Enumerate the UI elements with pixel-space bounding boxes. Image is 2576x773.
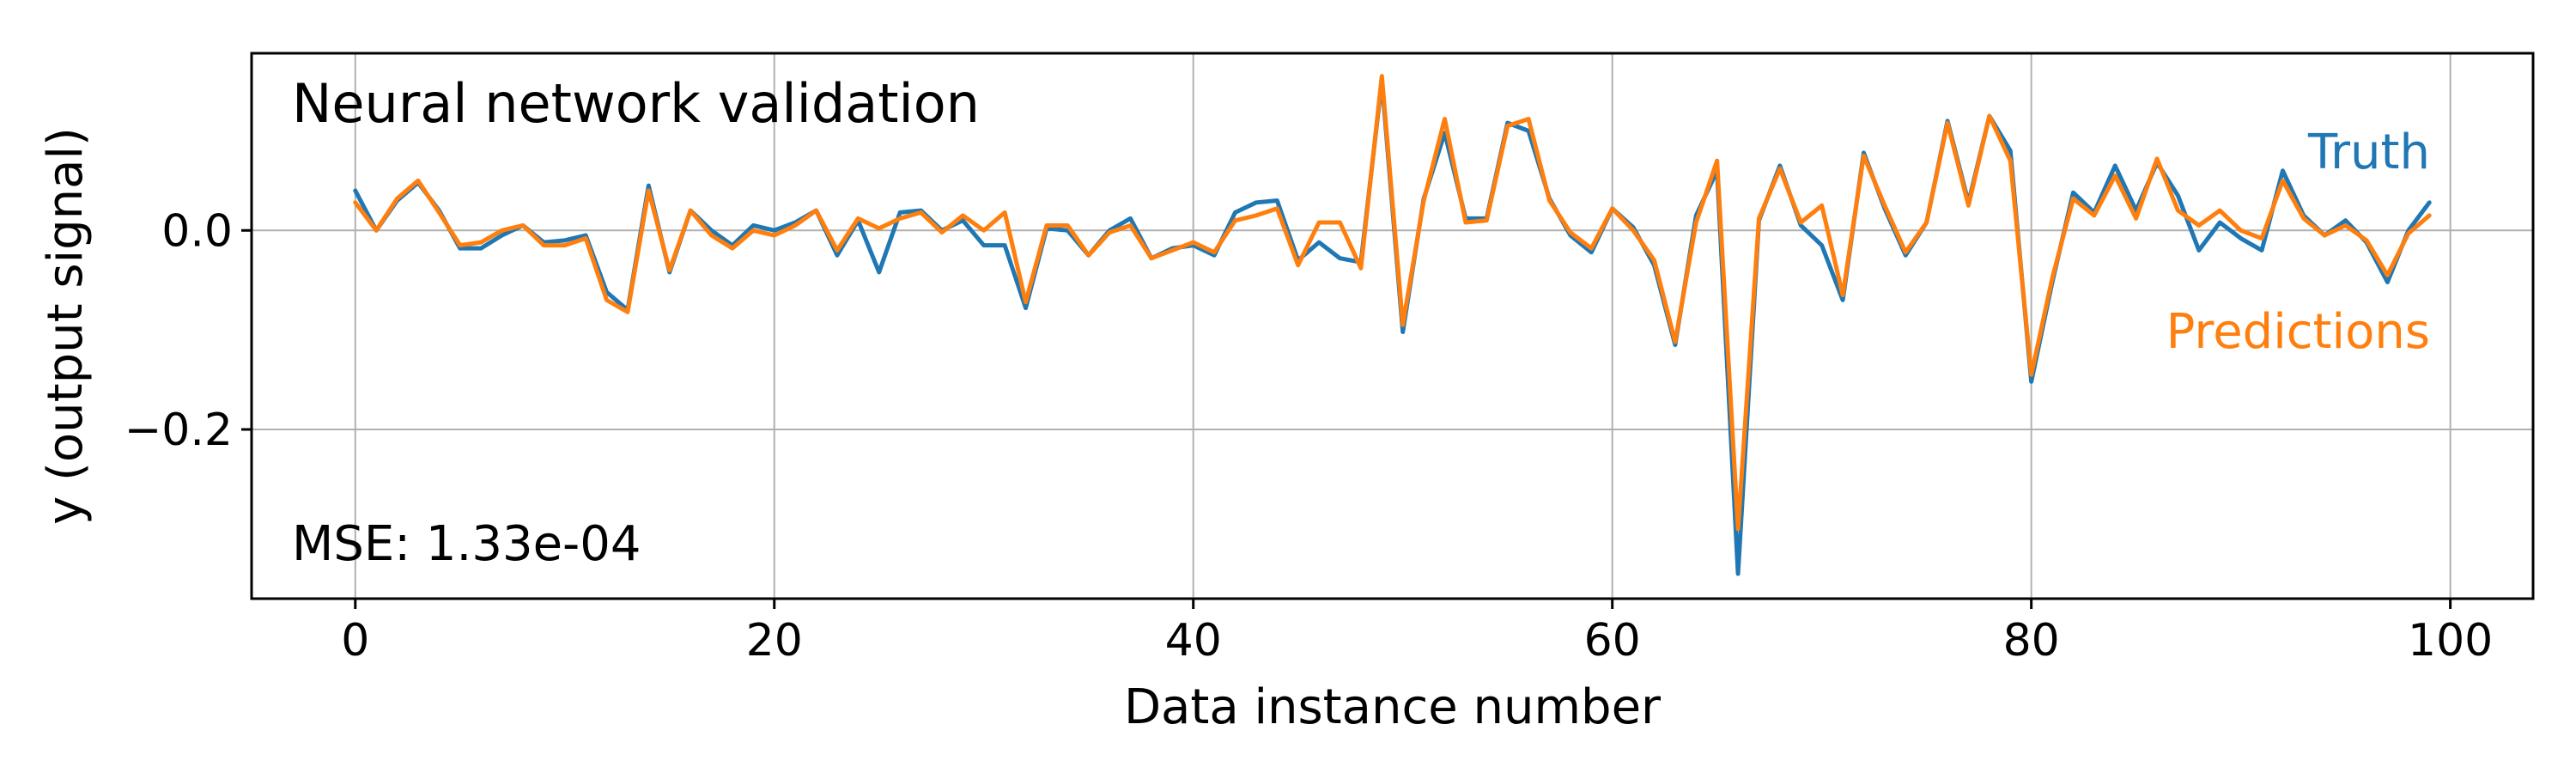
x-tick-label: 20 <box>746 615 803 666</box>
plot-frame <box>250 52 2535 600</box>
x-axis-ticks: 0 20 40 60 80 100 <box>341 599 2493 666</box>
y-axis-label: y (output signal) <box>38 127 94 525</box>
annotation-mse: MSE: 1.33e-04 <box>292 516 641 572</box>
y-tick-label: −0.2 <box>125 405 233 456</box>
x-axis-label: Data instance number <box>1124 679 1662 735</box>
legend-label-predictions: Predictions <box>2166 304 2430 360</box>
y-tick-label: 0.0 <box>161 205 233 257</box>
x-tick-label: 0 <box>341 615 369 666</box>
series-line-predictions <box>353 74 2432 532</box>
x-tick-label: 80 <box>2003 615 2060 666</box>
series-lines <box>353 74 2432 576</box>
x-tick-label: 100 <box>2408 615 2493 666</box>
x-tick-label: 40 <box>1165 615 1222 666</box>
grid <box>252 53 2533 599</box>
annotation-title: Neural network validation <box>292 72 980 135</box>
legend-label-truth: Truth <box>2307 125 2430 180</box>
y-axis-ticks: −0.2 0.0 <box>125 205 252 456</box>
x-tick-label: 60 <box>1584 615 1641 666</box>
